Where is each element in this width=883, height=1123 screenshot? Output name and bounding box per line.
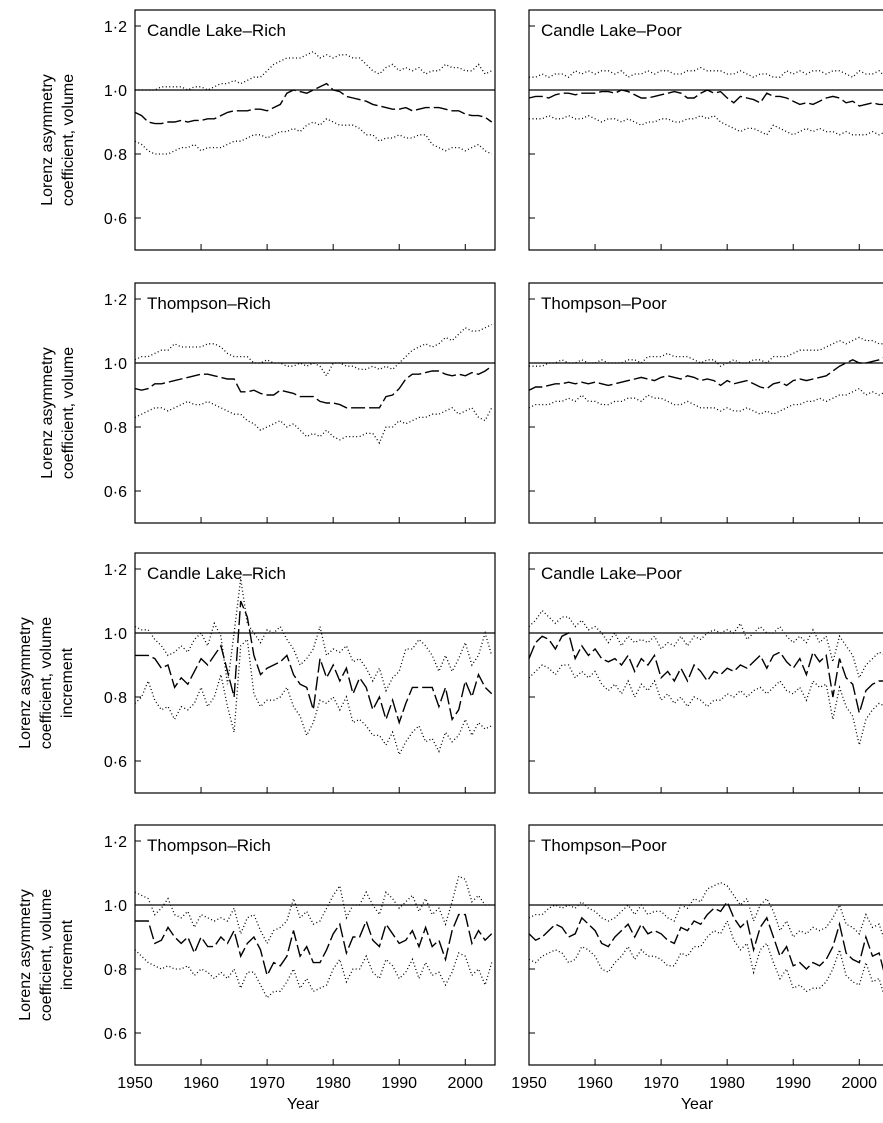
y-tick-label: 0·8 bbox=[104, 962, 127, 979]
series-line-lower bbox=[529, 114, 883, 136]
series-line-mean bbox=[134, 82, 493, 125]
x-tick-label: 1980 bbox=[709, 1075, 745, 1092]
chart-panel: 0·6 0·8 1·0 1·2 Candle Lake–Rich Lorenz asymm… bbox=[39, 9, 496, 251]
series-line-upper bbox=[529, 336, 883, 367]
y-tick-label: 0·6 bbox=[104, 211, 127, 228]
series-line-mean bbox=[135, 600, 493, 725]
chart-panel: Candle Lake–Poor bbox=[528, 9, 883, 251]
y-axis-label: coefficient, volume bbox=[60, 347, 77, 479]
panel-title: Candle Lake–Rich bbox=[147, 564, 286, 583]
panel-frame bbox=[134, 9, 496, 251]
x-axis-label: Year bbox=[681, 1096, 714, 1113]
panel-title: Thompson–Rich bbox=[147, 294, 271, 313]
panel-title: Candle Lake–Poor bbox=[541, 564, 682, 583]
panel-frame bbox=[528, 282, 883, 524]
y-tick-label: 1·2 bbox=[104, 834, 127, 851]
y-tick-label: 0·8 bbox=[104, 147, 127, 164]
y-axis-label: increment bbox=[59, 647, 76, 718]
series-line-mean bbox=[135, 913, 493, 978]
series-line-mean bbox=[528, 89, 883, 107]
x-axis-label: Year bbox=[287, 1096, 320, 1113]
chart-panel: 0·6 0·8 1·0 1·2 Thompson–Rich Lorenz asymmetr… bbox=[39, 282, 496, 524]
chart-panel: 1950 1960 1970 1980 1990 2000 Thompson–Poor Yea… bbox=[511, 824, 883, 1113]
panel-title: Candle Lake–Rich bbox=[147, 21, 286, 40]
y-tick-label: 1·2 bbox=[104, 562, 127, 579]
x-tick-label: 1970 bbox=[249, 1075, 285, 1092]
panel-frame bbox=[134, 282, 496, 524]
x-tick-label: 1970 bbox=[643, 1075, 679, 1092]
panel-frame bbox=[528, 552, 883, 794]
series-line-lower bbox=[528, 919, 883, 995]
series-line-upper bbox=[134, 578, 493, 693]
y-tick-label: 1·0 bbox=[104, 356, 127, 373]
y-tick-label: 0·6 bbox=[104, 484, 127, 501]
chart-panel: 0·6 0·8 1·0 1·2 1950 1960 1970 1980 1990 2000 Thom… bbox=[17, 824, 496, 1113]
y-tick-label: 0·6 bbox=[104, 754, 127, 771]
series-line-lower bbox=[134, 638, 492, 757]
y-axis-label: Lorenz asymmetry bbox=[17, 889, 34, 1021]
y-axis-label: coefficient, volume bbox=[60, 74, 77, 206]
y-axis-label: coefficient, volume bbox=[38, 617, 55, 749]
x-tick-label: 2000 bbox=[841, 1075, 877, 1092]
y-tick-label: 0·8 bbox=[104, 690, 127, 707]
series-line-lower bbox=[134, 400, 493, 445]
chart-panel: Thompson–Poor bbox=[528, 282, 883, 524]
series-line-mean bbox=[528, 900, 883, 971]
x-tick-label: 1950 bbox=[117, 1075, 153, 1092]
y-axis-label: Lorenz asymmetry bbox=[39, 74, 56, 206]
panel-title: Candle Lake–Poor bbox=[541, 21, 682, 40]
x-tick-label: 1990 bbox=[381, 1075, 417, 1092]
y-axis-label: increment bbox=[59, 919, 76, 990]
series-line-upper bbox=[134, 324, 492, 378]
series-line-upper bbox=[134, 875, 492, 945]
y-tick-label: 1·0 bbox=[104, 898, 127, 915]
series-line-lower bbox=[134, 949, 493, 999]
series-line-mean bbox=[134, 365, 493, 409]
x-tick-label: 1990 bbox=[775, 1075, 811, 1092]
y-tick-label: 1·2 bbox=[104, 19, 127, 36]
y-tick-label: 1·0 bbox=[104, 626, 127, 643]
chart-panel: Candle Lake–Poor bbox=[528, 552, 883, 794]
series-line-mean bbox=[528, 357, 883, 391]
y-tick-label: 1·2 bbox=[104, 292, 127, 309]
series-line-lower bbox=[528, 387, 883, 415]
series-line-lower bbox=[134, 118, 492, 155]
x-tick-label: 1950 bbox=[511, 1075, 547, 1092]
panel-title: Thompson–Rich bbox=[147, 836, 271, 855]
x-tick-label: 2000 bbox=[447, 1075, 483, 1092]
panel-frame bbox=[528, 824, 883, 1066]
series-line-mean bbox=[528, 631, 883, 716]
panel-title: Thompson–Poor bbox=[541, 836, 667, 855]
series-line-upper bbox=[135, 50, 492, 91]
y-axis-label: Lorenz asymmetry bbox=[17, 617, 34, 749]
panel-frame bbox=[134, 824, 496, 1066]
series-line-upper bbox=[528, 609, 883, 680]
panel-frame bbox=[134, 552, 496, 794]
y-axis-label: coefficient, volume bbox=[38, 889, 55, 1021]
x-tick-label: 1980 bbox=[315, 1075, 351, 1092]
series-line-upper bbox=[529, 66, 883, 78]
y-tick-label: 1·0 bbox=[104, 83, 127, 100]
panel-frame bbox=[528, 9, 883, 251]
series-line-upper bbox=[528, 881, 883, 939]
y-axis-label: Lorenz asymmetry bbox=[39, 347, 56, 479]
x-tick-label: 1960 bbox=[183, 1075, 219, 1092]
y-tick-label: 0·8 bbox=[104, 420, 127, 437]
y-tick-label: 0·6 bbox=[104, 1026, 127, 1043]
chart-panel: 0·6 0·8 1·0 1·2 Candle Lake–Rich Lorenz asymm… bbox=[17, 552, 496, 794]
panel-title: Thompson–Poor bbox=[541, 294, 667, 313]
x-tick-label: 1960 bbox=[577, 1075, 613, 1092]
